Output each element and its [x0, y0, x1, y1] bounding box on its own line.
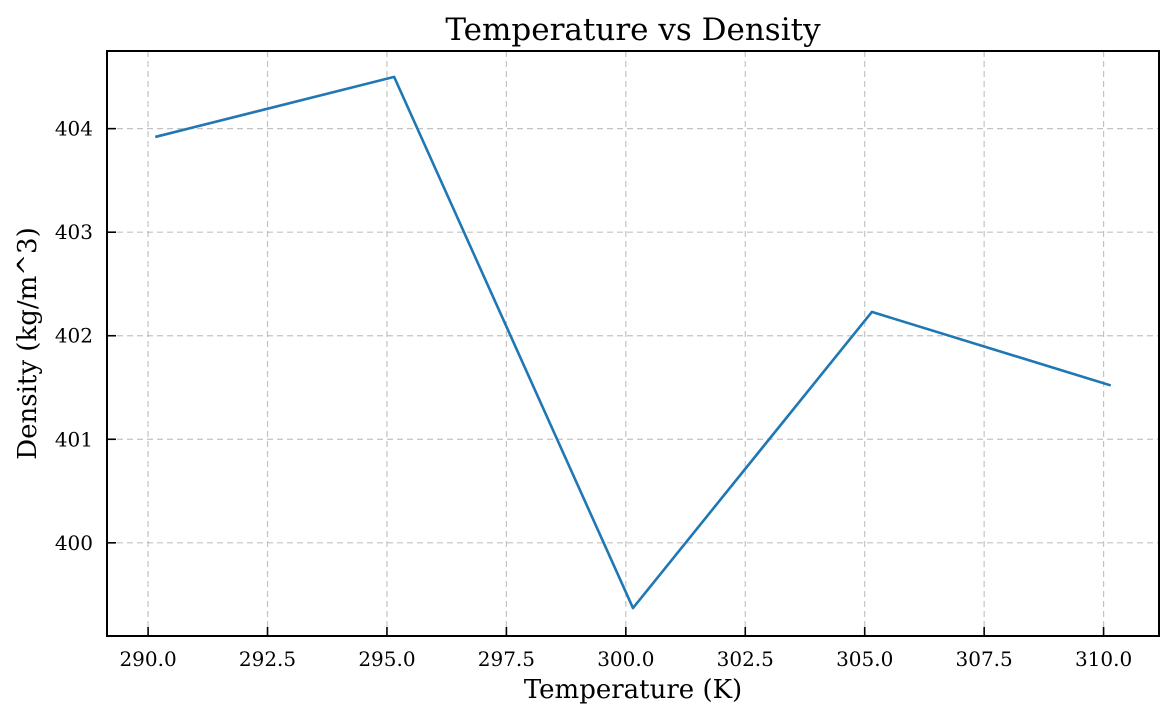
- x-tick-label: 302.5: [717, 647, 774, 671]
- x-tick-label: 300.0: [597, 647, 654, 671]
- x-axis-label: Temperature (K): [524, 675, 742, 705]
- x-tick-label: 290.0: [119, 647, 176, 671]
- y-tick-label: 404: [55, 117, 93, 141]
- y-axis-label: Density (kg/m^3): [13, 227, 43, 459]
- y-tick-label: 401: [55, 427, 93, 451]
- ticks: [107, 127, 1105, 636]
- y-tick-label: 402: [55, 324, 93, 348]
- x-tick-label: 305.0: [836, 647, 893, 671]
- x-tick-label: 297.5: [478, 647, 535, 671]
- series-layer: [154, 75, 1112, 610]
- chart-title: Temperature vs Density: [445, 12, 821, 48]
- grid: [107, 51, 1159, 636]
- plot-frame: [106, 50, 1160, 637]
- x-tick-label: 310.0: [1075, 647, 1132, 671]
- x-tick-label: 295.0: [358, 647, 415, 671]
- x-tick-label: 292.5: [239, 647, 296, 671]
- tick-labels: 290.0 292.5 295.0 297.5 300.0 302.5 305.0 307.5…: [55, 117, 1132, 671]
- y-tick-label: 400: [55, 531, 93, 555]
- y-tick-label: 403: [55, 220, 93, 244]
- series-line: [154, 75, 1112, 610]
- x-tick-label: 307.5: [956, 647, 1013, 671]
